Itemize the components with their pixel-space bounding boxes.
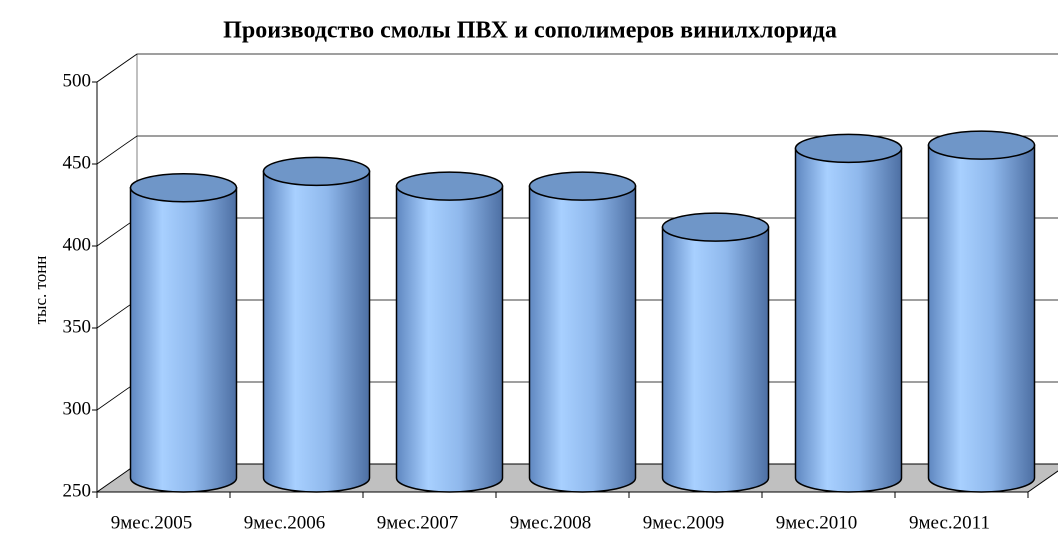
grid-line: [96, 135, 1058, 165]
x-tick-label: 9мес.2010: [776, 512, 858, 533]
cylinder-top: [395, 171, 504, 201]
cylinder-top: [661, 212, 770, 242]
cylinder-body: [794, 147, 903, 493]
cylinder: [129, 172, 238, 493]
cylinder-body: [262, 170, 371, 493]
cylinder-body: [395, 185, 504, 493]
cylinder: [661, 212, 770, 493]
cylinder: [794, 133, 903, 493]
cylinder-top: [528, 171, 637, 201]
cylinder-top: [262, 156, 371, 187]
cylinder-body: [528, 185, 637, 493]
y-tick-label: 500: [63, 70, 92, 91]
x-tick-label: 9мес.2006: [244, 512, 326, 533]
x-tick-label: 9мес.2005: [111, 512, 193, 533]
cylinder-top: [927, 130, 1036, 160]
cylinder-top: [129, 172, 238, 203]
cylinder: [262, 156, 371, 493]
chart-title: Производство смолы ПВХ и сополимеров вин…: [223, 18, 837, 44]
y-tick-label: 400: [63, 234, 92, 255]
cylinder-body: [927, 144, 1036, 493]
cylinder-top: [794, 133, 903, 164]
cylinder: [528, 171, 637, 493]
grid-line: [96, 53, 1058, 83]
x-tick-label: 9мес.2009: [643, 512, 725, 533]
y-tick-label: 450: [63, 152, 92, 173]
x-tick-label: 9мес.2008: [510, 512, 592, 533]
y-axis-label: тыс. тонн: [31, 256, 50, 325]
cylinder: [927, 130, 1036, 493]
y-tick-label: 250: [63, 480, 92, 501]
x-tick-label: 9мес.2011: [909, 512, 990, 533]
x-tick-label: 9мес.2007: [377, 512, 459, 533]
y-tick-label: 350: [63, 316, 92, 337]
y-tick-label: 300: [63, 398, 92, 419]
cylinder-body: [129, 186, 238, 493]
cylinder-body: [661, 226, 770, 493]
cylinder: [395, 171, 504, 493]
